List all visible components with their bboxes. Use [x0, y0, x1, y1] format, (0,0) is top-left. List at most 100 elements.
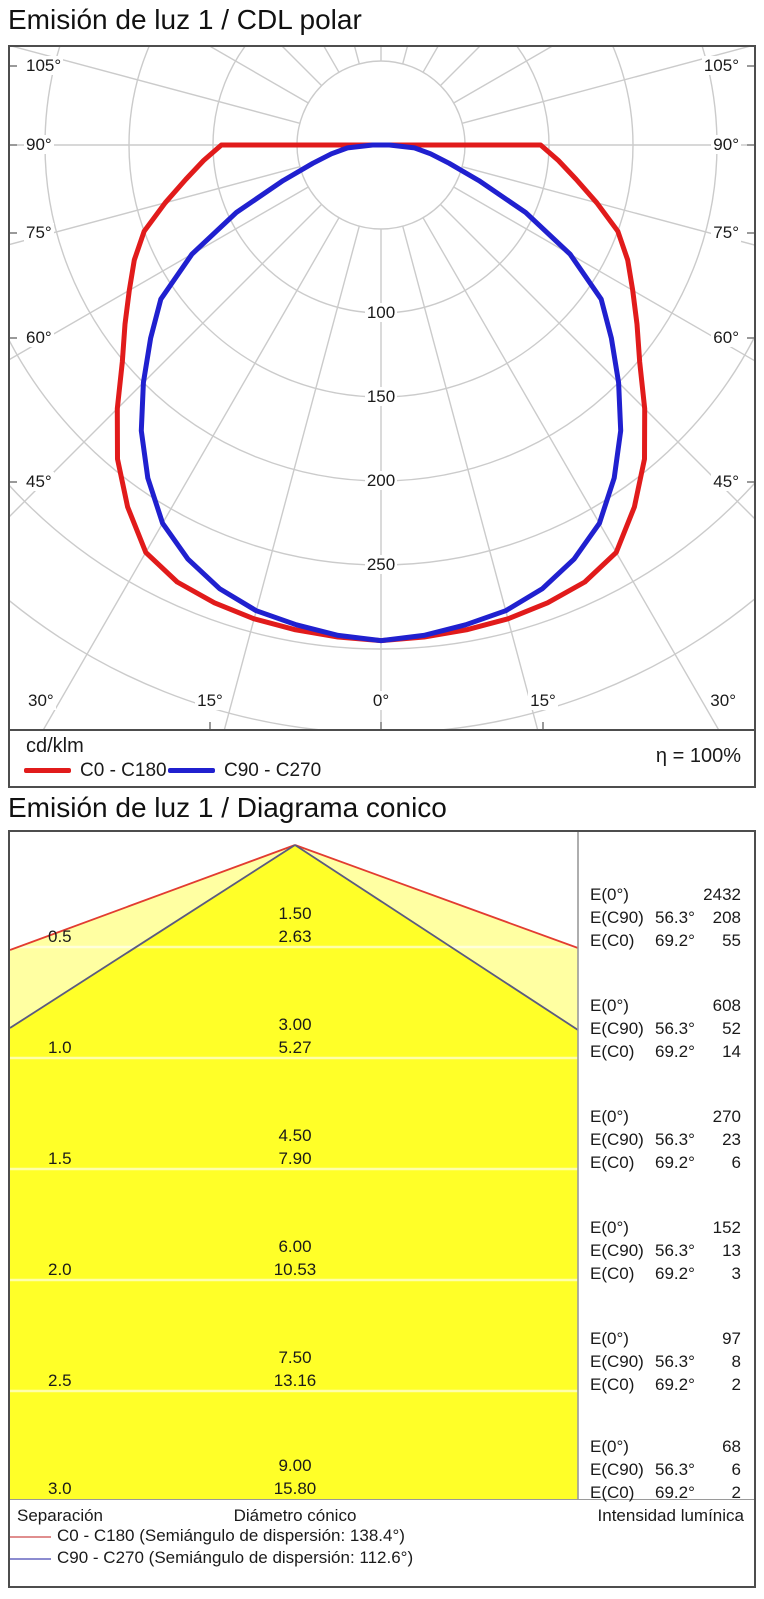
radial-tick-label: 200	[364, 471, 398, 490]
e-label: E(C0)	[590, 1042, 635, 1061]
e-value: 52	[722, 1019, 741, 1038]
polar-title: Emisión de luz 1 / CDL polar	[8, 4, 362, 35]
e-half-angle: 56.3°	[655, 1019, 695, 1038]
e-label: E(0°)	[590, 885, 629, 904]
e-value: 2	[731, 1483, 741, 1502]
separation-value: 2.0	[48, 1260, 72, 1279]
illuminance-line: E(C90) 56.3° 6	[590, 1460, 741, 1480]
polar-grid-spoke	[354, 47, 360, 65]
diameter-c0-value: 13.16	[273, 1371, 317, 1390]
illuminance-line: E(C0) 69.2° 55	[590, 931, 741, 951]
polar-angle-label: 60°	[24, 328, 54, 347]
e-value: 14	[722, 1042, 741, 1061]
e-half-angle: 69.2°	[655, 1483, 695, 1502]
axis-tick	[542, 722, 544, 729]
polar-diagram-frame: 100 150 200 250 105° 105° 90° 90° 75° 75° 60° 60° 45…	[8, 45, 756, 788]
e-label: E(C90)	[590, 1241, 644, 1260]
e-value: 55	[722, 931, 741, 950]
illuminance-line: E(0°) 97	[590, 1329, 741, 1349]
axis-tick	[747, 144, 754, 146]
illuminance-line: E(C0) 69.2° 3	[590, 1264, 741, 1284]
column-label-separation: Separación	[17, 1506, 104, 1525]
illuminance-line: E(C90) 56.3° 208	[590, 908, 741, 928]
e-label: E(C90)	[590, 1019, 644, 1038]
e-value: 68	[722, 1437, 741, 1456]
cone-edge-c0-right	[294, 844, 579, 949]
cone-plot-area: 0.5 1.50 2.63 E(0°) 2432 E(C90) 56.3° 208 E(C0) 6…	[10, 832, 754, 1503]
polar-angle-label: 15°	[528, 691, 558, 710]
diameter-c90-value: 7.50	[278, 1348, 312, 1367]
axis-tick	[10, 232, 17, 234]
illuminance-line: E(C0) 69.2° 14	[590, 1042, 741, 1062]
diameter-c0-value: 10.53	[273, 1260, 317, 1279]
cone-legend-label-c90: C90 - C270 (Semiángulo de dispersión: 11…	[57, 1548, 414, 1567]
polar-grid-spoke	[461, 166, 754, 246]
diameter-c90-value: 4.50	[278, 1126, 312, 1145]
polar-angle-label: 15°	[195, 691, 225, 710]
legend-line-c0-icon	[24, 768, 71, 773]
cone-legend-line-c0-icon	[10, 1536, 51, 1538]
e-value: 6	[731, 1460, 741, 1479]
e-half-angle: 69.2°	[655, 1264, 695, 1283]
e-label: E(C0)	[590, 1483, 635, 1502]
e-value: 208	[712, 908, 741, 927]
polar-grid-spoke	[461, 47, 750, 124]
illuminance-line: E(C0) 69.2° 6	[590, 1153, 741, 1173]
diameter-c0-value: 5.27	[278, 1038, 312, 1057]
polar-grid-spoke	[223, 225, 360, 729]
e-half-angle: 56.3°	[655, 1241, 695, 1260]
e-half-angle: 56.3°	[655, 1130, 695, 1149]
e-half-angle: 69.2°	[655, 1153, 695, 1172]
illuminance-line: E(C90) 56.3° 52	[590, 1019, 741, 1039]
e-value: 608	[712, 996, 741, 1015]
polar-angle-label: 75°	[711, 223, 741, 242]
e-value: 23	[722, 1130, 741, 1149]
polar-grid-spoke	[10, 186, 309, 361]
polar-grid-spoke	[422, 217, 720, 729]
e-value: 2432	[703, 885, 741, 904]
separation-value: 1.0	[48, 1038, 72, 1057]
e-half-angle: 56.3°	[655, 1460, 695, 1479]
polar-angle-label: 45°	[711, 472, 741, 491]
efficiency-label: η = 100%	[655, 745, 741, 767]
e-label: E(0°)	[590, 1329, 629, 1348]
illuminance-line: E(0°) 152	[590, 1218, 741, 1238]
cone-diagram-frame: 0.5 1.50 2.63 E(0°) 2432 E(C90) 56.3° 208 E(C0) 6…	[8, 830, 756, 1588]
e-value: 270	[712, 1107, 741, 1126]
cone-edge-c0-left	[10, 844, 296, 951]
diameter-c0-value: 7.90	[278, 1149, 312, 1168]
e-label: E(0°)	[590, 1437, 629, 1456]
axis-tick	[380, 722, 382, 729]
e-label: E(C90)	[590, 1130, 644, 1149]
illuminance-line: E(C0) 69.2° 2	[590, 1483, 741, 1503]
diameter-c0-value: 2.63	[278, 927, 312, 946]
legend-label-c90: C90 - C270	[224, 760, 322, 781]
e-half-angle: 56.3°	[655, 908, 695, 927]
axis-tick	[747, 337, 754, 339]
illuminance-line: E(0°) 270	[590, 1107, 741, 1127]
illuminance-line: E(C90) 56.3° 13	[590, 1241, 741, 1261]
polar-grid-spoke	[439, 203, 754, 519]
e-label: E(C0)	[590, 1375, 635, 1394]
diameter-c90-value: 1.50	[278, 904, 312, 923]
separation-value: 0.5	[48, 927, 72, 946]
e-value: 152	[712, 1218, 741, 1237]
e-label: E(C0)	[590, 931, 635, 950]
cone-legend-label-c0: C0 - C180 (Semiángulo de dispersión: 138…	[57, 1526, 405, 1545]
e-half-angle: 69.2°	[655, 1375, 695, 1394]
polar-angle-label: 60°	[711, 328, 741, 347]
polar-plot-area: 100 150 200 250 105° 105° 90° 90° 75° 75° 60° 60° 45…	[10, 47, 754, 729]
axis-tick	[10, 337, 17, 339]
polar-grid-spoke	[323, 47, 340, 73]
e-label: E(C0)	[590, 1153, 635, 1172]
legend-line-c90-icon	[168, 768, 215, 773]
polar-grid-spoke	[209, 47, 309, 104]
cone-legend-item-c0: C0 - C180 (Semiángulo de dispersión: 138…	[10, 1526, 754, 1548]
axis-tick	[10, 65, 17, 67]
cone-legend-item-c90: C90 - C270 (Semiángulo de dispersión: 11…	[10, 1548, 754, 1570]
e-value: 3	[731, 1264, 741, 1283]
polar-grid-spoke	[10, 166, 301, 246]
e-value: 97	[722, 1329, 741, 1348]
polar-curve-c90-c270	[138, 142, 624, 644]
